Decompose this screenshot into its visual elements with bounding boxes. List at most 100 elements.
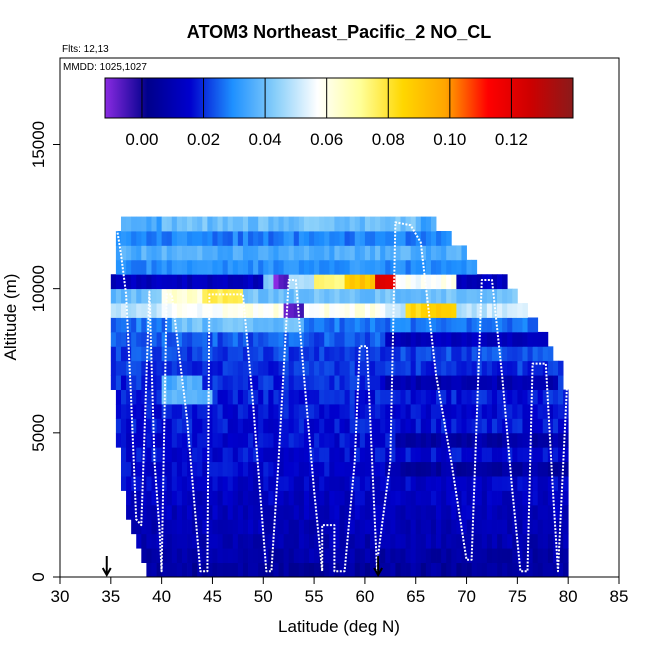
heatmap-cell: [558, 404, 564, 419]
x-tick-label: 50: [254, 587, 273, 606]
heatmap-cell: [151, 533, 157, 549]
heatmap-cell: [309, 288, 315, 304]
heatmap-cell: [258, 216, 264, 232]
heatmap-cell: [425, 303, 432, 318]
heatmap-cell: [395, 331, 401, 347]
heatmap-cell: [349, 418, 356, 434]
heatmap-cell: [309, 375, 315, 390]
heatmap-cell: [187, 389, 193, 405]
heatmap-cell: [176, 317, 183, 333]
heatmap-cell: [441, 432, 447, 448]
heatmap-cell: [334, 418, 340, 434]
heatmap-cell: [298, 259, 305, 275]
heatmap-cell: [176, 533, 183, 549]
heatmap-cell: [471, 404, 478, 419]
heatmap-cell: [136, 274, 142, 290]
heatmap-cell: [339, 519, 345, 535]
heatmap-cell: [263, 259, 269, 275]
heatmap-cell: [248, 216, 254, 232]
heatmap-cell: [303, 461, 310, 477]
heatmap-cell: [232, 548, 239, 563]
heatmap-cell: [202, 519, 208, 535]
heatmap-cell: [400, 331, 406, 347]
heatmap-cell: [436, 490, 442, 506]
heatmap-cell: [436, 288, 442, 304]
heatmap-cell: [532, 375, 539, 390]
heatmap-cell: [309, 216, 315, 232]
heatmap-cell: [451, 476, 457, 491]
heatmap-cell: [146, 389, 152, 405]
heatmap-cell: [349, 274, 356, 290]
heatmap-cell: [354, 447, 361, 463]
heatmap-cell: [471, 288, 478, 304]
heatmap-cell: [156, 432, 163, 448]
heatmap-cell: [558, 418, 564, 434]
heatmap-cell: [375, 245, 381, 261]
heatmap-cell: [232, 346, 239, 362]
heatmap-cell: [136, 216, 142, 232]
heatmap-cell: [253, 447, 259, 463]
heatmap-cell: [192, 476, 198, 491]
heatmap-cell: [451, 331, 457, 347]
heatmap-cell: [334, 231, 340, 246]
heatmap-cell: [380, 346, 386, 362]
heatmap-cell: [552, 375, 559, 390]
heatmap-cell: [558, 548, 564, 563]
heatmap-cell: [258, 461, 264, 477]
heatmap-cell: [451, 317, 457, 333]
heatmap-cell: [217, 231, 224, 246]
heatmap-cell: [156, 303, 163, 318]
heatmap-cell: [329, 519, 335, 535]
heatmap-cell: [263, 317, 269, 333]
heatmap-cell: [446, 346, 452, 362]
heatmap-cell: [334, 346, 340, 362]
heatmap-cell: [532, 389, 539, 405]
heatmap-cell: [390, 548, 396, 563]
heatmap-cell: [334, 504, 340, 520]
heatmap-cell: [415, 288, 422, 304]
heatmap-cell: [115, 418, 122, 434]
heatmap-cell: [268, 288, 274, 304]
heatmap-cell: [446, 432, 452, 448]
heatmap-cell: [481, 346, 488, 362]
heatmap-cell: [115, 259, 122, 275]
heatmap-cell: [344, 360, 351, 376]
heatmap-cell: [131, 375, 137, 390]
heatmap-cell: [207, 346, 213, 362]
heatmap-cell: [324, 317, 330, 333]
heatmap-cell: [456, 562, 462, 578]
heatmap-cell: [268, 360, 274, 376]
heatmap-cell: [151, 447, 157, 463]
heatmap-cell: [207, 562, 213, 578]
heatmap-cell: [527, 346, 534, 362]
heatmap-cell: [227, 360, 234, 376]
date-label: MMDD: 1025,1027: [63, 62, 147, 73]
heatmap-cell: [303, 317, 310, 333]
heatmap-cell: [415, 490, 422, 506]
heatmap-cell: [430, 533, 437, 549]
heatmap-cell: [390, 317, 396, 333]
heatmap-cell: [375, 476, 381, 491]
heatmap-cell: [120, 389, 127, 405]
heatmap-cell: [283, 231, 290, 246]
heatmap-cell: [354, 504, 361, 520]
heatmap-cell: [283, 216, 290, 232]
heatmap-cell: [141, 519, 147, 535]
heatmap-cell: [324, 490, 330, 506]
heatmap-cell: [324, 476, 330, 491]
x-tick-label: 30: [51, 587, 70, 606]
heatmap-cell: [288, 432, 295, 448]
heatmap-cell: [364, 432, 371, 448]
heatmap-cell: [532, 418, 539, 434]
heatmap-cell: [375, 447, 381, 463]
heatmap-cell: [466, 562, 473, 578]
heatmap-cell: [405, 331, 412, 347]
heatmap-cell: [451, 389, 457, 405]
heatmap-cell: [375, 216, 381, 232]
heatmap-cell: [293, 519, 300, 535]
heatmap-cell: [446, 404, 452, 419]
heatmap-cell: [151, 476, 157, 491]
heatmap-cell: [497, 461, 503, 477]
heatmap-cell: [309, 303, 315, 318]
heatmap-cell: [436, 404, 442, 419]
